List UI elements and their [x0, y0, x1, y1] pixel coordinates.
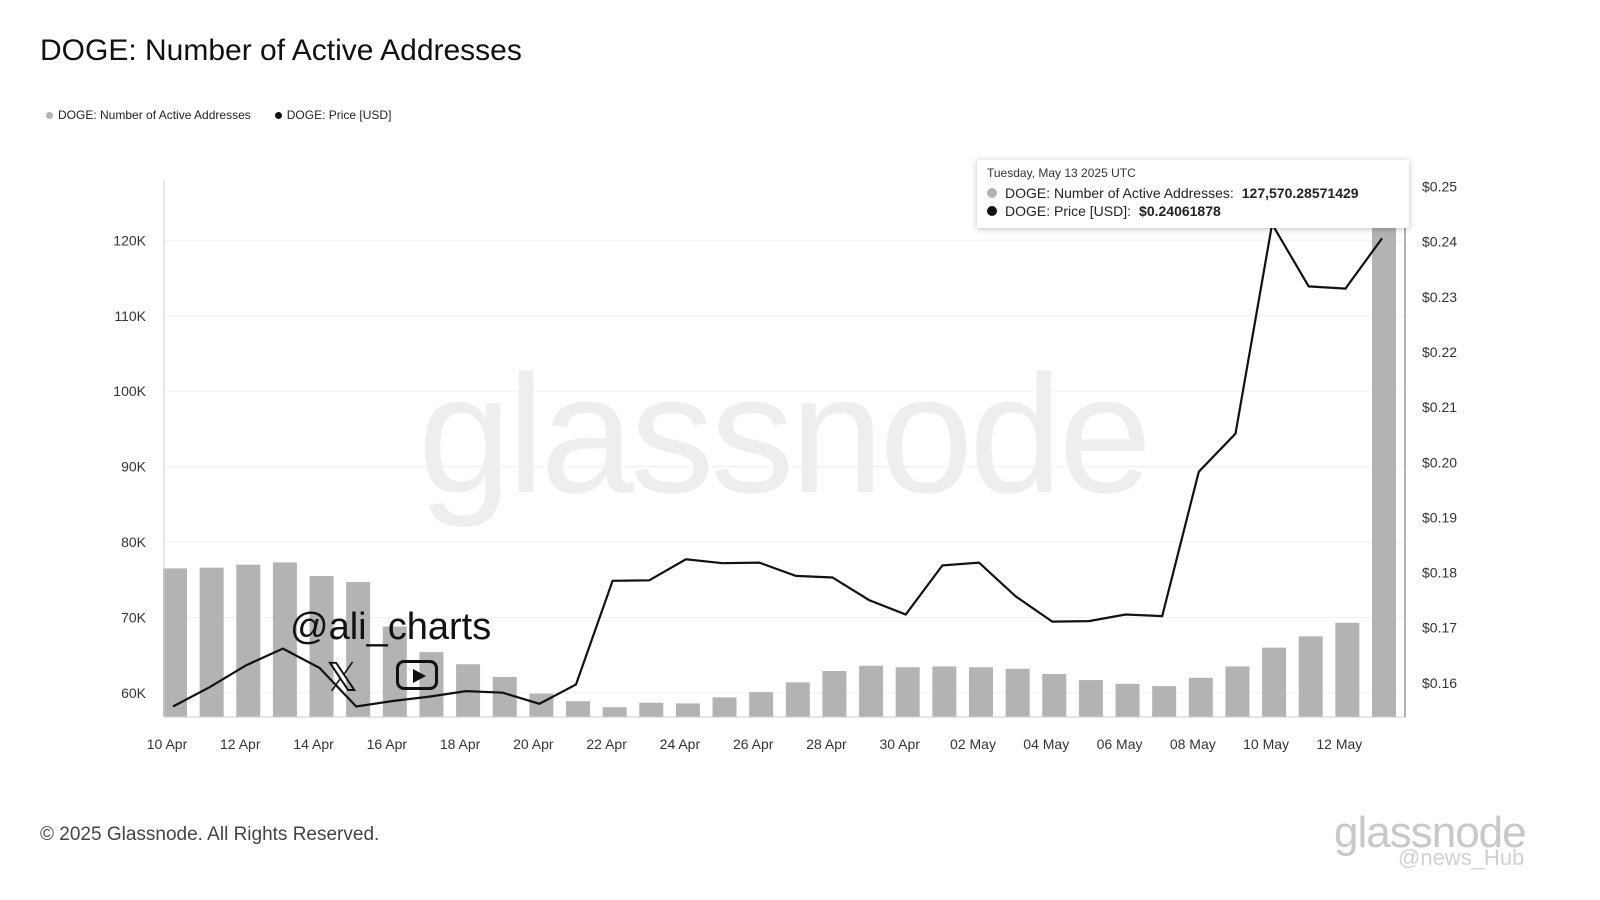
right-tick-label-2: $0.18 [1422, 565, 1457, 581]
legend-dot-price [274, 111, 282, 119]
left-tick-label-1: 70K [121, 609, 147, 625]
bar-32 [1335, 622, 1360, 717]
x-tick-label-7: 24 Apr [660, 736, 701, 752]
bar-33 [1372, 183, 1396, 718]
source-tag: @news_Hub [1398, 845, 1525, 870]
bar-3 [272, 562, 297, 717]
right-tick-label-4: $0.20 [1422, 454, 1457, 470]
right-tick-label-6: $0.22 [1422, 344, 1457, 360]
x-tick-label-1: 12 Apr [220, 736, 261, 752]
tooltip-dot-price [987, 206, 997, 216]
legend-label-price: DOGE: Price [USD] [286, 108, 392, 122]
tooltip-row-addresses: DOGE: Number of Active Addresses: 127,57… [987, 184, 1399, 202]
left-tick-label-6: 120K [113, 232, 146, 248]
x-tick-label-14: 08 May [1170, 736, 1216, 752]
right-tick-label-1: $0.17 [1422, 620, 1457, 636]
tooltip-label-addresses: DOGE: Number of Active Addresses: [1005, 185, 1234, 201]
right-tick-label-7: $0.23 [1422, 289, 1457, 305]
bar-22 [969, 667, 993, 717]
x-tick-label-2: 14 Apr [293, 736, 334, 752]
bar-16 [749, 692, 774, 717]
youtube-play-icon [396, 660, 438, 690]
right-tick-label-9: $0.25 [1422, 179, 1457, 195]
x-tick-label-15: 10 May [1243, 736, 1289, 752]
bar-27 [1152, 686, 1177, 717]
x-tick-label-13: 06 May [1097, 736, 1143, 752]
bar-30 [1262, 647, 1287, 717]
bar-28 [1188, 677, 1213, 717]
tooltip: Tuesday, May 13 2025 UTC DOGE: Number of… [977, 160, 1409, 228]
bar-24 [1042, 674, 1067, 717]
left-tick-label-0: 60K [121, 685, 147, 701]
tooltip-row-price: DOGE: Price [USD]: $0.24061878 [987, 202, 1399, 220]
bar-5 [346, 581, 371, 717]
tooltip-date: Tuesday, May 13 2025 UTC [987, 166, 1136, 180]
chart-title: DOGE: Number of Active Addresses [40, 34, 522, 67]
x-tick-label-8: 26 Apr [733, 736, 774, 752]
bar-1 [199, 567, 224, 717]
bar-31 [1298, 636, 1323, 717]
bar-26 [1115, 683, 1140, 717]
bar-11 [566, 701, 590, 717]
x-tick-label-4: 18 Apr [440, 736, 481, 752]
bar-12 [602, 707, 627, 717]
x-tick-label-3: 16 Apr [367, 736, 408, 752]
tooltip-dot-addresses [987, 188, 997, 198]
x-logo-icon: 𝕏 [326, 656, 359, 700]
overlay-handle: @ali_charts [290, 606, 492, 648]
tooltip-value-addresses: 127,570.28571429 [1241, 185, 1359, 201]
copyright: © 2025 Glassnode. All Rights Reserved. [40, 824, 380, 845]
legend-item-price[interactable]: DOGE: Price [USD] [274, 108, 392, 122]
bar-9 [492, 677, 517, 717]
bar-19 [859, 665, 884, 717]
right-tick-label-8: $0.24 [1422, 234, 1457, 250]
left-tick-label-5: 110K [114, 308, 146, 324]
bar-29 [1225, 666, 1250, 717]
tooltip-value-price: $0.24061878 [1139, 203, 1221, 219]
bar-14 [675, 703, 700, 717]
x-tick-label-0: 10 Apr [147, 736, 188, 752]
left-tick-label-3: 90K [121, 459, 147, 475]
brand-logo: glassnode [1334, 808, 1527, 857]
x-tick-label-10: 30 Apr [879, 736, 920, 752]
left-tick-label-2: 80K [121, 534, 147, 550]
bar-25 [1078, 680, 1103, 717]
x-tick-label-16: 12 May [1316, 736, 1362, 752]
legend-dot-addresses [46, 111, 53, 119]
right-tick-label-3: $0.19 [1422, 509, 1457, 525]
bar-20 [895, 667, 920, 717]
bar-4 [309, 575, 334, 717]
bar-15 [712, 697, 737, 717]
bar-2 [236, 564, 261, 717]
bar-17 [785, 682, 810, 717]
legend: DOGE: Number of Active Addresses DOGE: P… [46, 108, 391, 122]
bar-0 [163, 568, 187, 717]
x-tick-label-11: 02 May [950, 736, 996, 752]
legend-item-addresses[interactable]: DOGE: Number of Active Addresses [46, 108, 251, 122]
legend-label-addresses: DOGE: Number of Active Addresses [58, 108, 251, 122]
bar-18 [822, 670, 847, 717]
left-tick-label-4: 100K [113, 383, 146, 399]
right-tick-label-0: $0.16 [1422, 675, 1457, 691]
x-tick-label-5: 20 Apr [513, 736, 554, 752]
bar-13 [639, 702, 664, 717]
x-tick-label-6: 22 Apr [586, 736, 627, 752]
price-line [172, 220, 1383, 708]
watermark-text: glassnode [418, 340, 1148, 528]
right-tick-label-5: $0.21 [1422, 399, 1457, 415]
x-tick-label-12: 04 May [1023, 736, 1069, 752]
bar-21 [932, 666, 957, 717]
tooltip-label-price: DOGE: Price [USD]: [1005, 203, 1132, 219]
x-tick-label-9: 28 Apr [806, 736, 847, 752]
bar-23 [1005, 668, 1030, 717]
